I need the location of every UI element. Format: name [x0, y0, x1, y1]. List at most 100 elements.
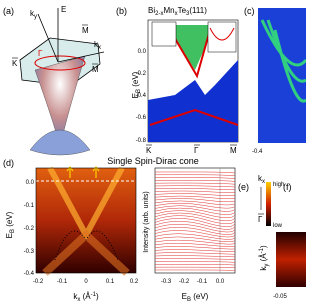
y-tick-label: 0.0 — [138, 49, 147, 55]
x-tick-label: -0.4 — [252, 149, 263, 155]
surface-state — [169, 29, 211, 79]
inset-curve — [209, 27, 235, 41]
panel-label: (b) — [116, 6, 127, 16]
edc-curve — [154, 258, 236, 261]
x-tick-label: 0.1 — [106, 279, 115, 285]
plot-image — [276, 232, 306, 287]
panel-label: (f) — [283, 182, 292, 192]
edc-curve — [154, 252, 236, 255]
panel-label: (c) — [244, 6, 255, 16]
inset — [151, 21, 177, 47]
edc-curve — [154, 255, 236, 258]
y-tick-label: -0.4 — [136, 93, 147, 99]
y-tick-label: -0.2 — [136, 71, 147, 77]
x-tick-label: Γ — [194, 146, 199, 155]
gamma-label: Γ — [258, 215, 263, 224]
ky-label: ky — [30, 9, 37, 20]
plot-frame — [35, 167, 137, 274]
kx-label: kx — [94, 40, 101, 51]
edc-curve — [154, 230, 236, 238]
panel-e: (e) Intensity (arb. units) -0.3 -0.2 -0.… — [143, 167, 284, 303]
x-tick-label: -0.2 — [33, 279, 44, 285]
panel-title: Bi2-xMnxTe3(111) — [148, 6, 207, 17]
edc-curve — [154, 221, 236, 230]
edc-curve — [154, 185, 236, 188]
panel-f: (f) ky (Å-1) -0.05 — [259, 182, 306, 300]
colorbar-low: low — [273, 223, 283, 229]
edc-curve — [154, 239, 236, 245]
panel-label: (d) — [3, 158, 14, 168]
edc-curve — [154, 264, 236, 266]
dirac-cone — [42, 229, 130, 276]
y-tick-label: -0.4 — [24, 271, 35, 277]
e-label: E — [61, 5, 66, 14]
edc-curve — [154, 205, 236, 212]
y-tick-label: -0.6 — [136, 115, 147, 121]
k-label: K — [12, 59, 18, 68]
panel-label: (a) — [3, 6, 14, 16]
edc-curve — [154, 261, 236, 263]
figure-title: Single Spin-Dirac cone — [107, 156, 199, 166]
bands — [260, 19, 306, 103]
y-axis-label: EB (eV) — [131, 71, 142, 98]
edc-curve — [154, 171, 236, 174]
bulk-bands — [148, 60, 238, 142]
panel-label: (e) — [238, 182, 249, 192]
y-tick-label: -0.1 — [24, 203, 35, 209]
panel-a: (a) ky E kx M M K Γ — [3, 5, 105, 156]
edc-curve — [154, 266, 236, 269]
kx-axis — [57, 51, 105, 63]
y-tick-label: 0.0 — [26, 180, 35, 186]
edc-curve — [154, 212, 236, 222]
x-axis-label: EB (eV) — [182, 292, 209, 303]
panel-c: (c) -0.4 — [244, 6, 306, 155]
kx-label: kx — [258, 174, 265, 185]
x-tick-label: -0.1 — [57, 279, 68, 285]
lower-cone — [29, 129, 91, 156]
x-tick-label: 0 — [84, 279, 88, 285]
ky-axis — [37, 13, 59, 63]
edc-curve — [154, 177, 236, 179]
arrow — [66, 166, 100, 178]
edc-curve — [154, 182, 236, 185]
m-label: M — [92, 65, 99, 74]
edc-curve — [154, 246, 236, 250]
x-tick-label: -0.05 — [273, 294, 287, 300]
edc-curve — [154, 207, 236, 215]
figure: (a) ky E kx M M K Γ (b) Bi2-xMnxTe3(111)… — [3, 5, 306, 303]
y-axis-label: ky (Å-1) — [259, 245, 270, 271]
y-axis-label: Intensity (arb. units) — [143, 191, 150, 252]
y-tick-label: -0.8 — [136, 138, 147, 144]
y-axis-label: EB (eV) — [5, 211, 16, 238]
bulk-conduction — [165, 25, 215, 70]
x-tick-label: -0.3 — [161, 279, 172, 285]
y-tick-label: -0.2 — [24, 226, 35, 232]
edc-curve — [154, 195, 236, 199]
fermi-circle — [34, 55, 86, 71]
edc-curve — [154, 200, 236, 206]
edc-curve — [154, 203, 236, 209]
x-tick-label: K — [146, 146, 152, 155]
y-tick-label: -0.3 — [24, 249, 35, 255]
edc-curve — [154, 188, 236, 191]
colorbar — [266, 182, 271, 226]
edc-curve — [154, 233, 236, 240]
panel-d: (d) EB (eV) 0.0 -0.1 -0.2 -0.3 -0.4 -0.2… — [3, 158, 139, 303]
edc-curve — [154, 269, 236, 272]
x-tick-label: 0.2 — [130, 279, 139, 285]
gamma-label: Γ — [38, 49, 43, 58]
x-axis-label: kx (Å-1) — [73, 292, 99, 303]
edc-curve — [154, 215, 236, 225]
plot-image — [36, 168, 136, 273]
edc-curve — [154, 174, 236, 177]
x-tick-label: 0.0 — [216, 279, 225, 285]
edc-curve — [154, 210, 236, 218]
edc-curve — [154, 218, 236, 227]
bulk-edge — [54, 230, 119, 261]
colorbar-high: high — [273, 182, 284, 188]
inset — [207, 21, 237, 53]
edc-curve — [154, 193, 236, 196]
edc-curve — [154, 198, 236, 203]
edc-curve — [154, 180, 236, 182]
edc-curve — [154, 243, 236, 247]
